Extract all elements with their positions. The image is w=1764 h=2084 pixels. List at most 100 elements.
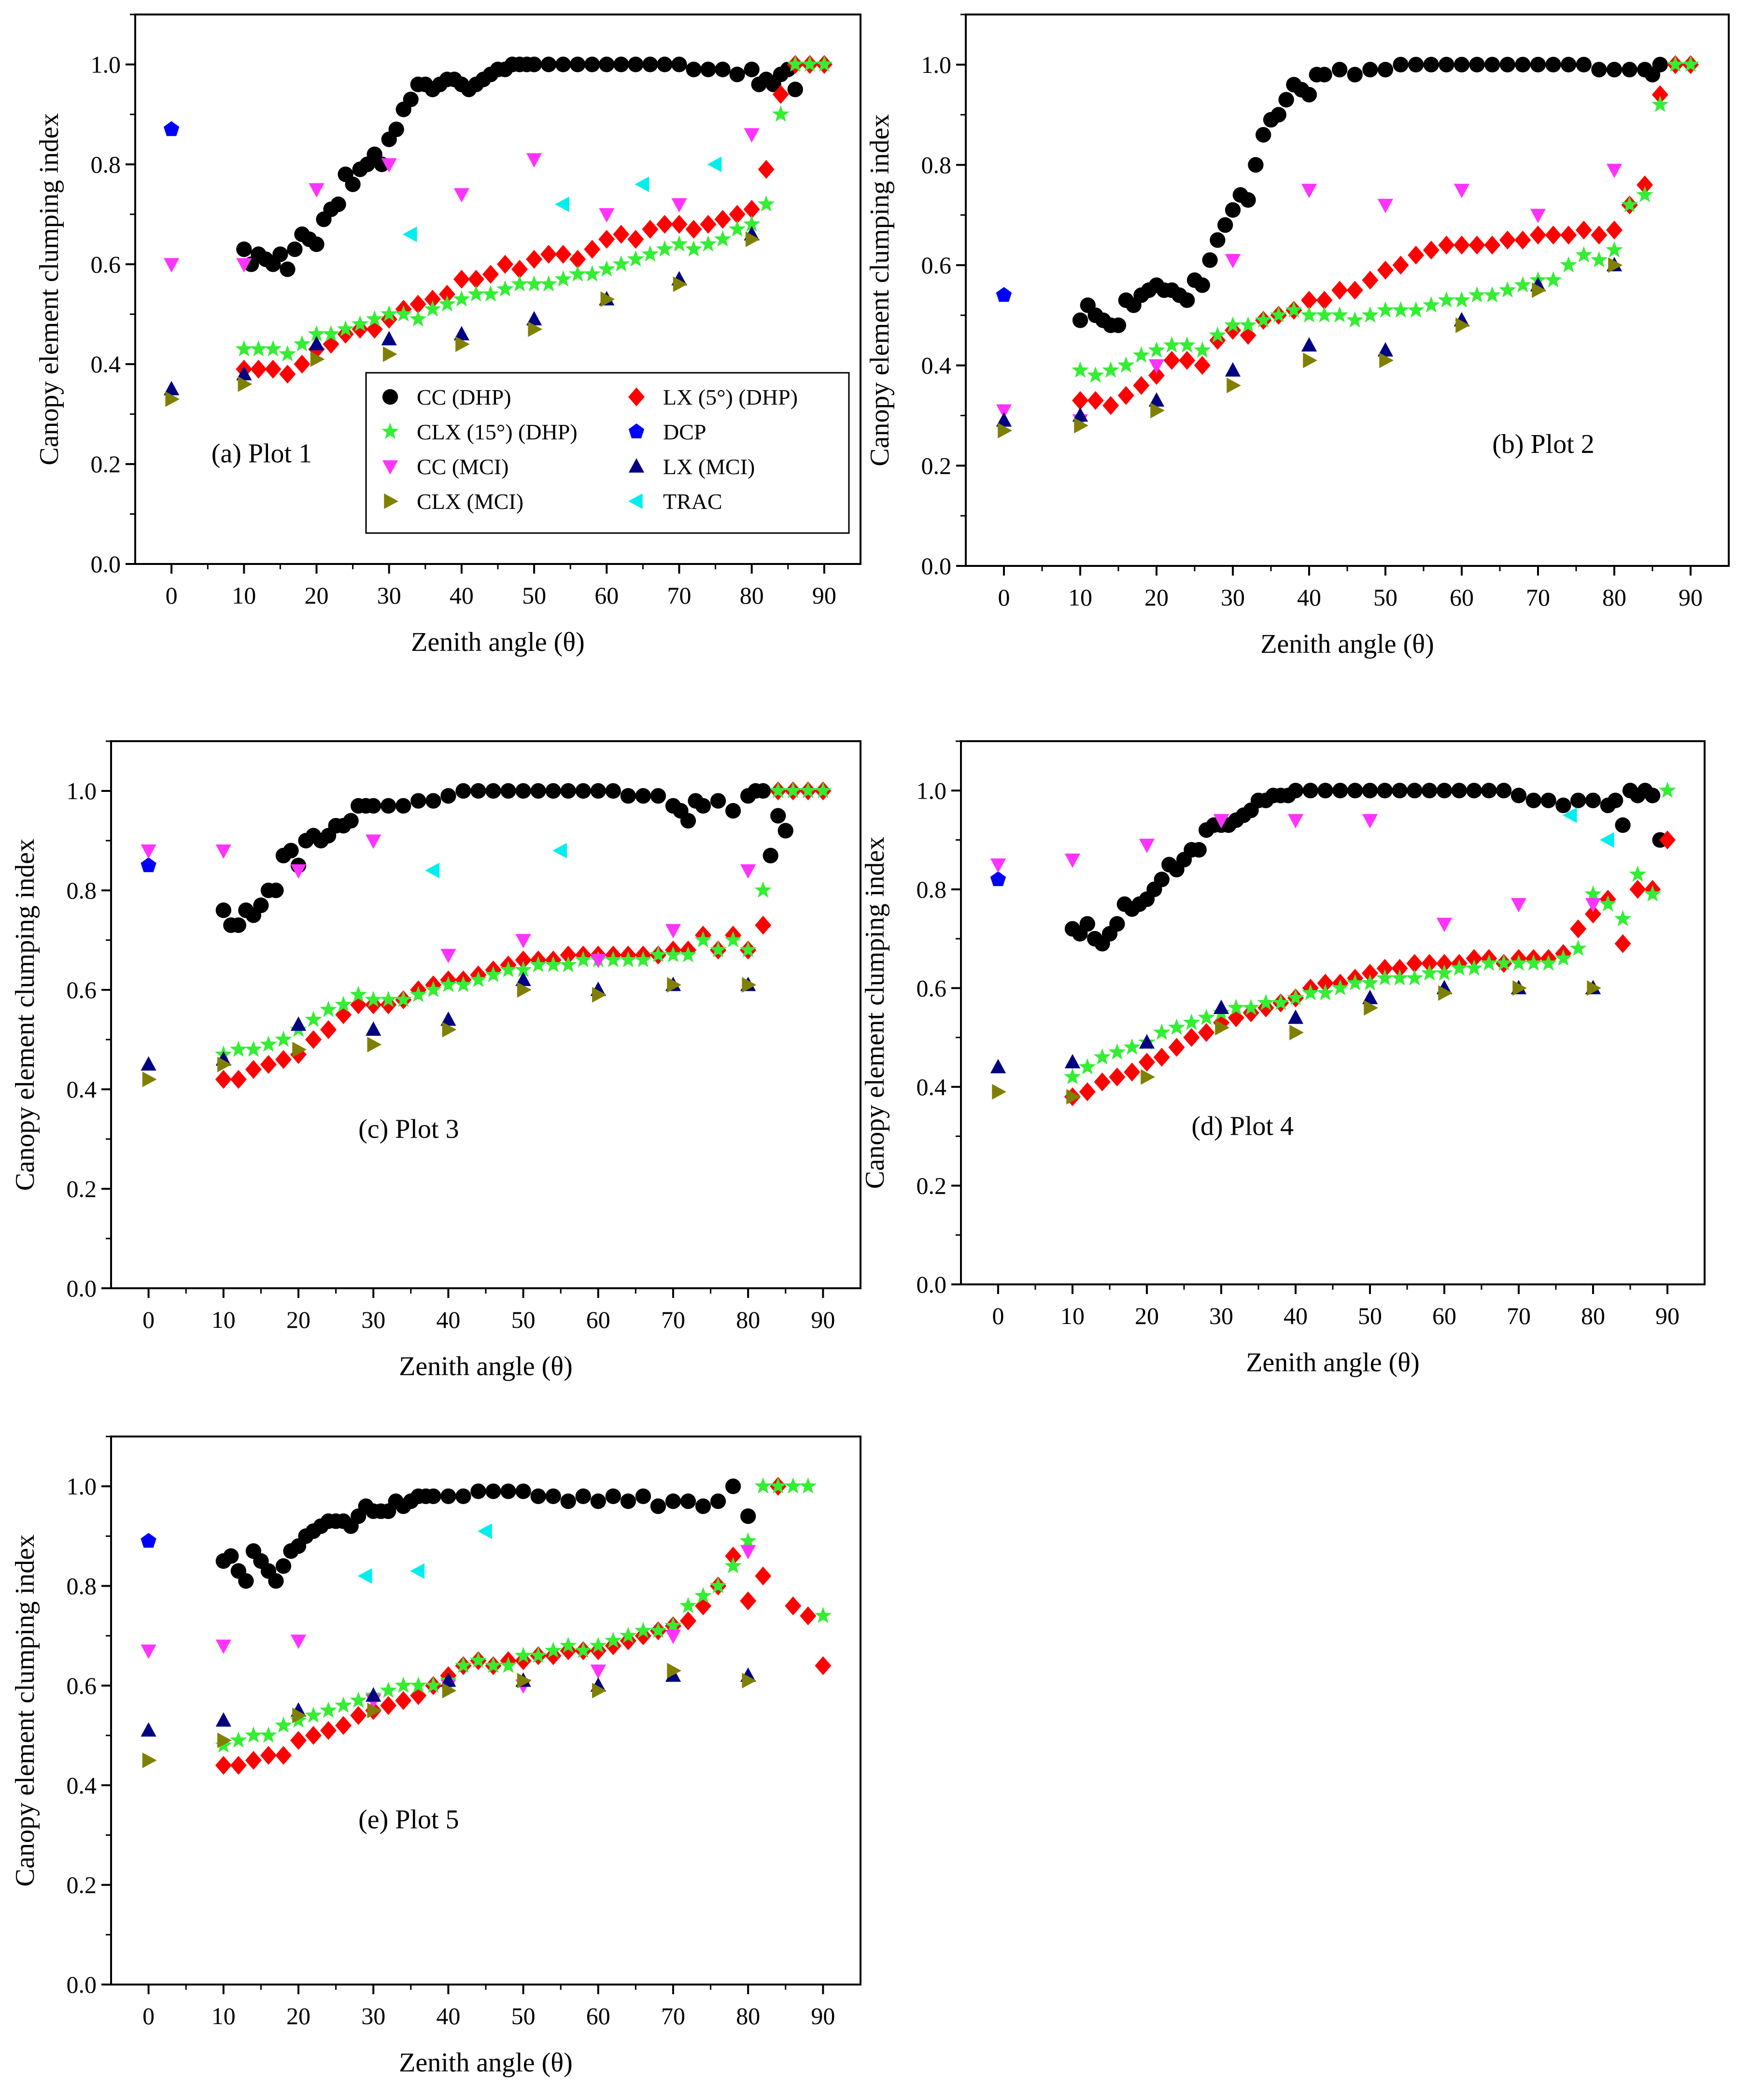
data-point-lx_dhp — [1377, 260, 1394, 280]
data-point-clx_dhp — [264, 340, 282, 357]
data-point-clx_mci — [1587, 980, 1601, 996]
y-tick-label: 0.4 — [921, 352, 952, 379]
x-tick-label: 40 — [1297, 584, 1321, 611]
data-point-lx_dhp — [758, 160, 775, 179]
x-tick-label: 0 — [992, 1302, 1004, 1329]
data-point-cc_dhp — [635, 788, 651, 804]
data-point-cc_dhp — [1191, 842, 1207, 858]
data-point-clx_dhp — [245, 1726, 262, 1743]
data-point-cc_mci — [1510, 898, 1527, 913]
data-point-cc_dhp — [635, 1488, 651, 1504]
data-point-clx_dhp — [575, 1642, 592, 1658]
y-tick-label: 0.0 — [67, 1275, 97, 1302]
data-point-clx_dhp — [1228, 999, 1245, 1015]
series-clx_dhp — [215, 782, 832, 1062]
data-point-clx_dhp — [699, 235, 717, 252]
data-point-lx_dhp — [695, 1596, 712, 1616]
data-point-cc_dhp — [238, 1573, 254, 1589]
data-point-lx_dhp — [1168, 1038, 1185, 1057]
data-point-cc_dhp — [1110, 317, 1127, 333]
data-point-lx_dhp — [453, 269, 470, 289]
x-tick-label: 20 — [1144, 584, 1169, 611]
panel-label: (e) Plot 5 — [358, 1805, 459, 1835]
data-point-clx_dhp — [1315, 306, 1333, 323]
data-point-clx_dhp — [769, 782, 787, 799]
series-cc_mci — [163, 128, 760, 273]
data-point-cc_dhp — [744, 61, 760, 77]
data-point-cc_dhp — [515, 783, 531, 799]
data-point-trac — [410, 1563, 425, 1579]
data-point-cc_dhp — [1240, 192, 1256, 208]
data-point-lx_dhp — [409, 295, 426, 314]
data-point-dcp — [996, 287, 1012, 302]
data-point-clx_dhp — [787, 55, 804, 72]
x-tick-label: 30 — [361, 2002, 385, 2029]
data-point-clx_dhp — [1072, 361, 1089, 378]
data-point-clx_dhp — [784, 782, 802, 799]
data-point-cc_mci — [1377, 198, 1394, 213]
data-point-cc_dhp — [1510, 788, 1527, 803]
data-point-lx_dhp — [772, 84, 789, 104]
data-point-clx_dhp — [484, 1656, 502, 1673]
y-tick-label: 0.4 — [67, 1772, 97, 1799]
data-point-lx_dhp — [627, 229, 644, 249]
x-tick-label: 70 — [667, 582, 691, 609]
data-point-lx_dhp — [260, 1746, 277, 1765]
data-point-dcp — [141, 1533, 156, 1548]
data-point-clx_dhp — [454, 1656, 472, 1673]
data-point-clx_dhp — [1451, 959, 1468, 976]
data-point-cc_dhp — [1481, 783, 1497, 799]
data-point-lx_dhp — [290, 1731, 307, 1750]
data-point-cc_mci — [1454, 183, 1470, 198]
data-point-cc_dhp — [620, 1493, 636, 1509]
panel-label: (a) Plot 1 — [212, 438, 312, 468]
data-point-clx_dhp — [664, 1617, 682, 1633]
data-point-lx_mci — [515, 972, 531, 986]
data-point-cc_dhp — [1570, 792, 1586, 808]
data-point-lx_mci — [215, 1712, 231, 1727]
data-point-cc_dhp — [1347, 67, 1363, 83]
data-point-lx_dhp — [320, 1721, 337, 1740]
data-point-cc_dhp — [1347, 783, 1363, 799]
data-point-lx_dhp — [1153, 1047, 1170, 1067]
data-point-cc_dhp — [330, 196, 346, 212]
data-point-lx_mci — [1213, 1000, 1229, 1014]
data-point-clx_dhp — [801, 55, 818, 72]
data-point-clx_mci — [1608, 257, 1623, 273]
data-point-cc_dhp — [575, 1488, 591, 1504]
series-lx_mci — [996, 257, 1623, 427]
data-point-lx_mci — [526, 311, 542, 325]
x-tick-label: 20 — [305, 582, 329, 609]
data-point-clx_dhp — [641, 245, 659, 262]
x-tick-label: 70 — [1507, 1302, 1531, 1329]
data-point-lx_dhp — [275, 1746, 292, 1765]
data-point-cc_dhp — [1422, 783, 1438, 799]
data-point-cc_mci — [671, 198, 687, 213]
data-point-cc_mci — [163, 258, 180, 273]
data-point-lx_dhp — [1585, 904, 1601, 924]
series-clx_mci — [142, 1662, 757, 1768]
data-point-cc_mci — [1530, 209, 1546, 224]
legend-label-trac: TRAC — [663, 489, 722, 514]
data-point-lx_dhp — [1072, 391, 1088, 410]
data-point-clx_dhp — [1153, 1023, 1171, 1040]
data-point-clx_mci — [142, 1071, 157, 1087]
data-point-lx_dhp — [230, 1070, 247, 1089]
series-clx_dhp — [235, 55, 833, 362]
data-point-cc_dhp — [762, 847, 778, 864]
data-point-clx_dhp — [649, 1621, 667, 1638]
data-point-cc_dhp — [1393, 56, 1409, 72]
data-point-cc_mci — [215, 844, 231, 859]
data-point-lx_dhp — [1436, 954, 1453, 973]
data-point-clx_dhp — [1554, 949, 1572, 966]
data-point-cc_dhp — [620, 788, 636, 804]
data-point-cc_dhp — [287, 241, 303, 257]
data-point-clx_dhp — [598, 260, 616, 277]
data-point-clx_mci — [1455, 317, 1470, 333]
data-point-cc_dhp — [1608, 792, 1623, 808]
series-clx_mci — [165, 231, 760, 407]
data-point-cc_dhp — [1576, 56, 1592, 72]
data-point-clx_dhp — [275, 1716, 292, 1733]
data-point-clx_mci — [517, 1673, 532, 1689]
data-point-clx_dhp — [1148, 341, 1165, 358]
